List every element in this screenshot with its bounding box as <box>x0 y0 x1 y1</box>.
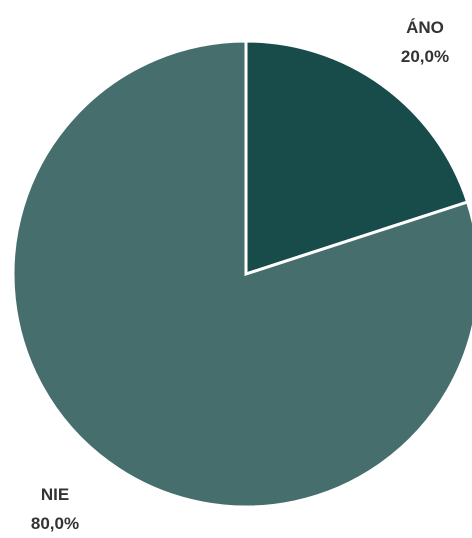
pie-slices <box>11 39 472 509</box>
slice-label-nie-value: 80,0% <box>31 514 79 533</box>
slice-label-ano-name: ÁNO <box>406 18 444 37</box>
pie-slice-ano <box>244 39 470 277</box>
pie-slice-nie <box>11 39 472 509</box>
slice-label-nie-name: NIE <box>41 485 69 504</box>
pie-labels: ÁNO 20,0% NIE 80,0% <box>31 18 449 533</box>
slice-label-ano-value: 20,0% <box>401 47 449 66</box>
